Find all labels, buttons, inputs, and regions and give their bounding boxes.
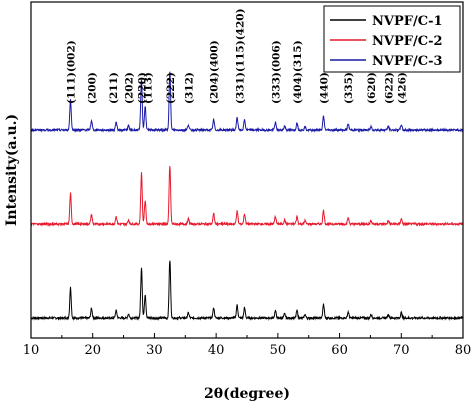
- x-tick-label: 70: [393, 343, 410, 358]
- peak-label: (111)(002): [66, 40, 78, 104]
- peak-label: (440): [319, 72, 331, 104]
- x-axis: 10 20 30 40 50 60 70 80: [23, 333, 472, 358]
- peak-label: (222): [165, 72, 177, 104]
- series-line-1: [30, 260, 464, 321]
- x-tick-label: 40: [208, 343, 225, 358]
- series-line-3: [30, 71, 464, 133]
- series-line-2: [30, 166, 464, 227]
- peak-annotations: (111)(002) (200) (211) (202) (220)(113) (222)…: [66, 8, 409, 104]
- peak-label: (426): [396, 72, 408, 104]
- peak-label: (333)(006): [270, 40, 282, 104]
- x-tick-label: 60: [331, 343, 348, 358]
- peak-label: (204)(400): [209, 40, 221, 104]
- peak-label: (404)(315): [292, 40, 304, 104]
- y-axis-title: Intensity(a.u.): [4, 114, 20, 226]
- peak-label: (202): [124, 72, 136, 104]
- peak-label: (622): [383, 72, 395, 104]
- peak-label: (331)(115)(420): [235, 8, 247, 104]
- x-axis-title: 2θ(degree): [204, 386, 290, 402]
- legend: NVPF/C-1 NVPF/C-2 NVPF/C-3: [323, 5, 461, 73]
- peak-label: (211): [108, 72, 120, 104]
- peak-label: (200): [87, 72, 99, 104]
- peak-label: (335): [343, 72, 355, 104]
- x-tick-label: 20: [84, 343, 101, 358]
- legend-label-2: NVPF/C-2: [372, 34, 443, 49]
- plot-area: [30, 71, 464, 321]
- peak-label: (220): [137, 72, 149, 104]
- x-tick-label: 30: [146, 343, 163, 358]
- legend-label-3: NVPF/C-3: [372, 54, 443, 69]
- x-tick-label: 80: [455, 343, 472, 358]
- peak-label: (113): [143, 72, 155, 104]
- peak-label: (620): [366, 72, 378, 104]
- legend-label-1: NVPF/C-1: [372, 14, 443, 29]
- peak-label: (312): [183, 72, 195, 104]
- x-tick-label: 10: [23, 343, 40, 358]
- x-tick-label: 50: [270, 343, 287, 358]
- legend-box: [323, 5, 461, 73]
